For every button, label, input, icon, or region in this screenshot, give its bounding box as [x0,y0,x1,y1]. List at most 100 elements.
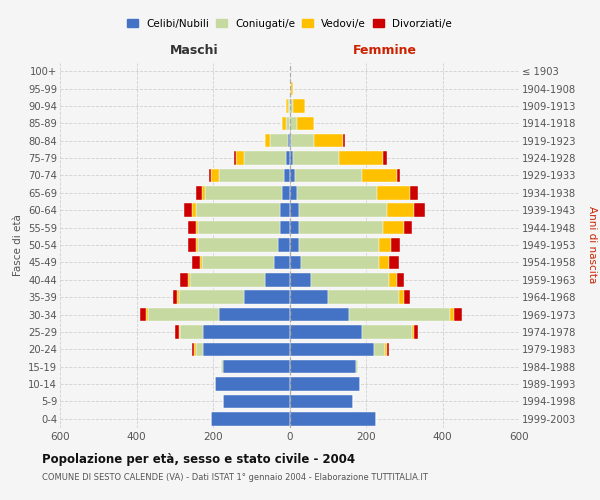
Bar [188,238,196,252]
Bar [398,290,404,304]
Bar [200,256,202,269]
Bar [188,221,196,234]
Bar [362,168,397,182]
Bar [173,290,176,304]
Bar [290,290,328,304]
Bar [349,308,450,322]
Bar [192,204,196,217]
Bar [412,325,414,338]
Bar [299,238,379,252]
Bar [379,238,391,252]
Bar [397,273,404,286]
Bar [205,186,282,200]
Bar [290,378,360,391]
Bar [383,152,387,165]
Bar [397,168,400,182]
Bar [290,342,374,356]
Bar [414,204,425,217]
Bar [146,308,148,322]
Bar [287,99,290,112]
Bar [188,273,190,286]
Bar [192,256,200,269]
Bar [221,360,223,374]
Bar [192,342,194,356]
Bar [271,134,287,147]
Bar [377,186,410,200]
Bar [196,204,280,217]
Bar [181,273,188,286]
Bar [299,221,383,234]
Bar [295,168,362,182]
Bar [311,273,389,286]
Bar [196,238,198,252]
Bar [356,360,358,374]
Bar [284,168,290,182]
Bar [450,308,454,322]
Bar [278,238,290,252]
Bar [286,99,287,112]
Bar [292,134,314,147]
Bar [223,394,290,408]
Bar [203,325,290,338]
Bar [282,116,286,130]
Bar [198,221,280,234]
Bar [244,290,290,304]
Legend: Celibi/Nubili, Coniugati/e, Vedovi/e, Divorziati/e: Celibi/Nubili, Coniugati/e, Vedovi/e, Di… [125,16,454,31]
Bar [385,342,387,356]
Bar [211,168,219,182]
Bar [290,82,292,96]
Bar [290,116,297,130]
Bar [290,412,376,426]
Bar [265,273,290,286]
Bar [196,221,198,234]
Bar [389,256,398,269]
Bar [290,325,362,338]
Bar [287,134,290,147]
Bar [297,186,377,200]
Text: Femmine: Femmine [353,44,417,58]
Bar [414,325,418,338]
Bar [290,273,311,286]
Bar [175,325,179,338]
Bar [196,342,203,356]
Bar [293,99,305,112]
Bar [265,134,271,147]
Bar [223,360,290,374]
Bar [179,325,181,338]
Bar [290,221,299,234]
Bar [290,308,349,322]
Bar [343,134,345,147]
Bar [391,238,400,252]
Bar [202,256,274,269]
Bar [389,273,397,286]
Bar [194,342,196,356]
Bar [301,256,379,269]
Bar [339,152,383,165]
Bar [203,342,290,356]
Bar [196,186,202,200]
Bar [297,116,314,130]
Y-axis label: Anni di nascita: Anni di nascita [587,206,598,284]
Bar [215,378,290,391]
Bar [286,116,290,130]
Text: Popolazione per età, sesso e stato civile - 2004: Popolazione per età, sesso e stato civil… [42,452,355,466]
Bar [404,290,410,304]
Bar [209,168,211,182]
Bar [280,221,290,234]
Text: Maschi: Maschi [170,44,218,58]
Bar [290,152,293,165]
Bar [328,290,398,304]
Bar [290,186,297,200]
Bar [387,204,414,217]
Bar [236,152,244,165]
Bar [362,325,412,338]
Bar [290,360,356,374]
Bar [179,290,244,304]
Bar [387,342,389,356]
Bar [274,256,290,269]
Bar [410,186,418,200]
Bar [374,342,385,356]
Bar [290,99,293,112]
Bar [290,256,301,269]
Y-axis label: Fasce di età: Fasce di età [13,214,23,276]
